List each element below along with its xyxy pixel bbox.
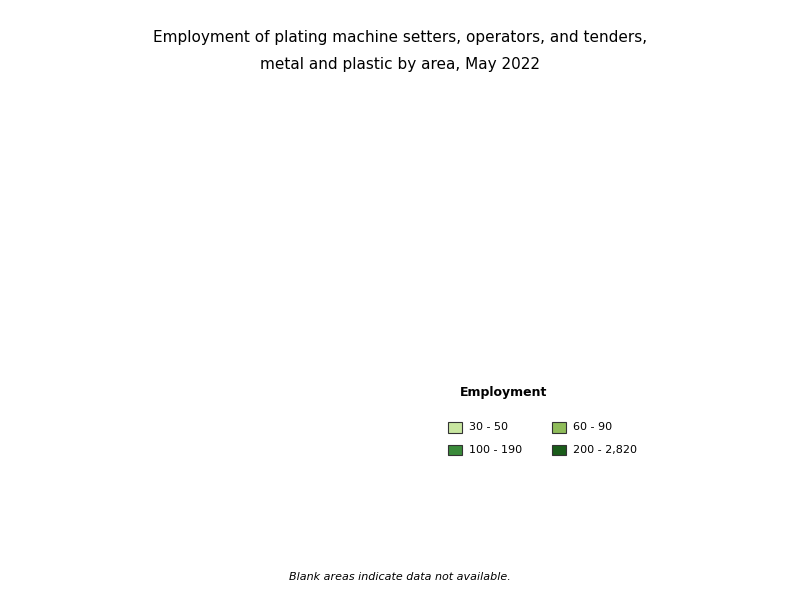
Text: 100 - 190: 100 - 190 [469,445,522,455]
Text: Employment of plating machine setters, operators, and tenders,: Employment of plating machine setters, o… [153,30,647,45]
Text: 200 - 2,820: 200 - 2,820 [573,445,637,455]
Text: 30 - 50: 30 - 50 [469,422,508,432]
Text: metal and plastic by area, May 2022: metal and plastic by area, May 2022 [260,57,540,72]
Text: Blank areas indicate data not available.: Blank areas indicate data not available. [289,572,511,582]
Text: 60 - 90: 60 - 90 [573,422,612,432]
Text: Employment: Employment [460,386,548,399]
